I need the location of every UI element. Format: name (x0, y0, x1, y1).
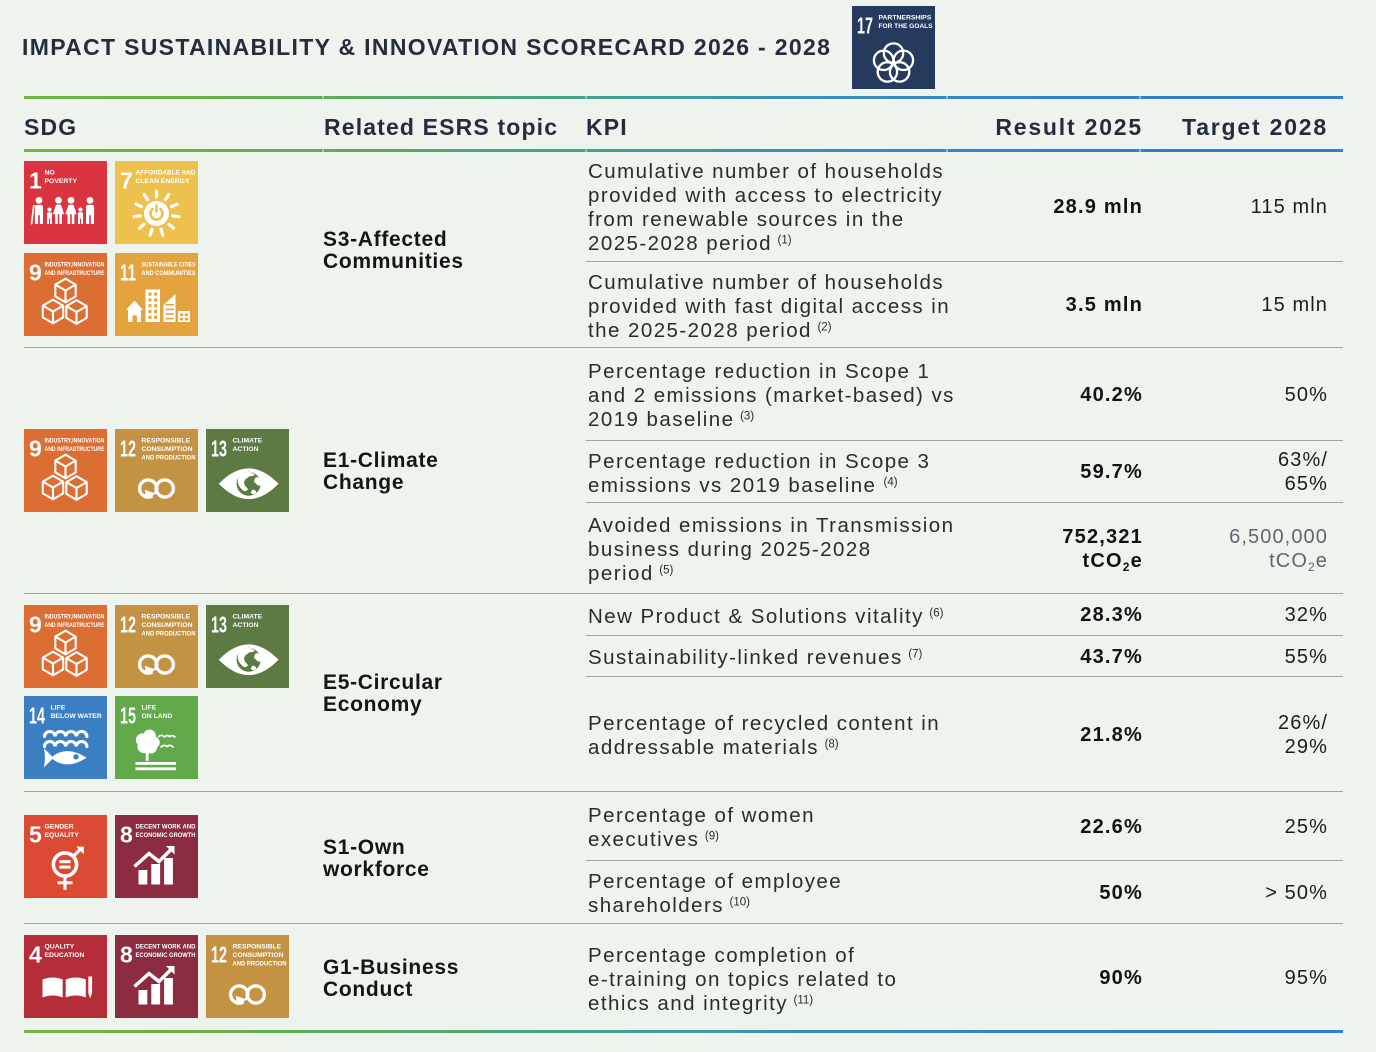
svg-text:8: 8 (120, 822, 133, 848)
svg-text:BELOW WATER: BELOW WATER (51, 713, 102, 720)
svg-text:ACTION: ACTION (233, 446, 259, 453)
svg-text:AFFORDABLE AND: AFFORDABLE AND (136, 170, 196, 177)
svg-text:AND PRODUCTION: AND PRODUCTION (233, 961, 287, 968)
svg-text:INDUSTRY,INNOVATION: INDUSTRY,INNOVATION (45, 438, 105, 445)
svg-text:AND PRODUCTION: AND PRODUCTION (142, 631, 196, 638)
svg-text:ECONOMIC GROWTH: ECONOMIC GROWTH (136, 832, 196, 839)
svg-text:DECENT WORK AND: DECENT WORK AND (136, 944, 196, 951)
svg-text:CONSUMPTION: CONSUMPTION (142, 446, 193, 453)
svg-text:12: 12 (211, 942, 227, 968)
svg-text:NO: NO (45, 170, 55, 177)
svg-text:INDUSTRY,INNOVATION: INDUSTRY,INNOVATION (45, 262, 105, 269)
svg-text:12: 12 (120, 612, 136, 638)
svg-text:QUALITY: QUALITY (45, 944, 75, 951)
svg-text:9: 9 (29, 612, 42, 638)
svg-text:14: 14 (29, 703, 45, 729)
svg-text:INDUSTRY,INNOVATION: INDUSTRY,INNOVATION (45, 614, 105, 621)
svg-text:EDUCATION: EDUCATION (45, 952, 85, 959)
svg-text:13: 13 (211, 612, 227, 638)
svg-text:RESPONSIBLE: RESPONSIBLE (142, 614, 191, 621)
svg-text:9: 9 (29, 260, 42, 286)
svg-text:AND INFRASTRUCTURE: AND INFRASTRUCTURE (45, 446, 105, 453)
svg-text:GENDER: GENDER (45, 824, 74, 831)
svg-text:CLIMATE: CLIMATE (233, 614, 263, 621)
svg-text:7: 7 (120, 168, 133, 194)
svg-text:EQUALITY: EQUALITY (45, 832, 80, 839)
svg-text:POVERTY: POVERTY (45, 178, 78, 185)
svg-text:4: 4 (29, 942, 42, 968)
svg-text:13: 13 (211, 436, 227, 462)
svg-text:CLEAN ENERGY: CLEAN ENERGY (136, 178, 190, 185)
svg-text:SUSTAINABLE CITIES: SUSTAINABLE CITIES (142, 262, 196, 269)
svg-text:ACTION: ACTION (233, 622, 259, 629)
svg-text:CONSUMPTION: CONSUMPTION (233, 952, 284, 959)
svg-text:LIFE: LIFE (142, 705, 157, 712)
svg-text:5: 5 (29, 822, 42, 848)
svg-text:12: 12 (120, 436, 136, 462)
svg-text:DECENT WORK AND: DECENT WORK AND (136, 824, 196, 831)
svg-text:CLIMATE: CLIMATE (233, 438, 263, 445)
svg-text:AND PRODUCTION: AND PRODUCTION (142, 455, 196, 462)
svg-text:RESPONSIBLE: RESPONSIBLE (142, 438, 191, 445)
svg-text:8: 8 (120, 942, 133, 968)
svg-text:LIFE: LIFE (51, 705, 66, 712)
svg-text:9: 9 (29, 436, 42, 462)
svg-text:ECONOMIC GROWTH: ECONOMIC GROWTH (136, 952, 196, 959)
svg-text:1: 1 (29, 168, 42, 194)
svg-text:ON LAND: ON LAND (142, 713, 173, 720)
svg-text:FOR THE GOALS: FOR THE GOALS (879, 23, 933, 30)
svg-text:RESPONSIBLE: RESPONSIBLE (233, 944, 282, 951)
svg-text:17: 17 (857, 13, 873, 39)
svg-text:15: 15 (120, 703, 136, 729)
svg-text:AND COMMUNITIES: AND COMMUNITIES (142, 270, 196, 277)
svg-text:CONSUMPTION: CONSUMPTION (142, 622, 193, 629)
svg-text:11: 11 (120, 260, 136, 286)
svg-text:PARTNERSHIPS: PARTNERSHIPS (879, 15, 932, 22)
svg-text:AND INFRASTRUCTURE: AND INFRASTRUCTURE (45, 622, 105, 629)
svg-text:AND INFRASTRUCTURE: AND INFRASTRUCTURE (45, 270, 105, 277)
